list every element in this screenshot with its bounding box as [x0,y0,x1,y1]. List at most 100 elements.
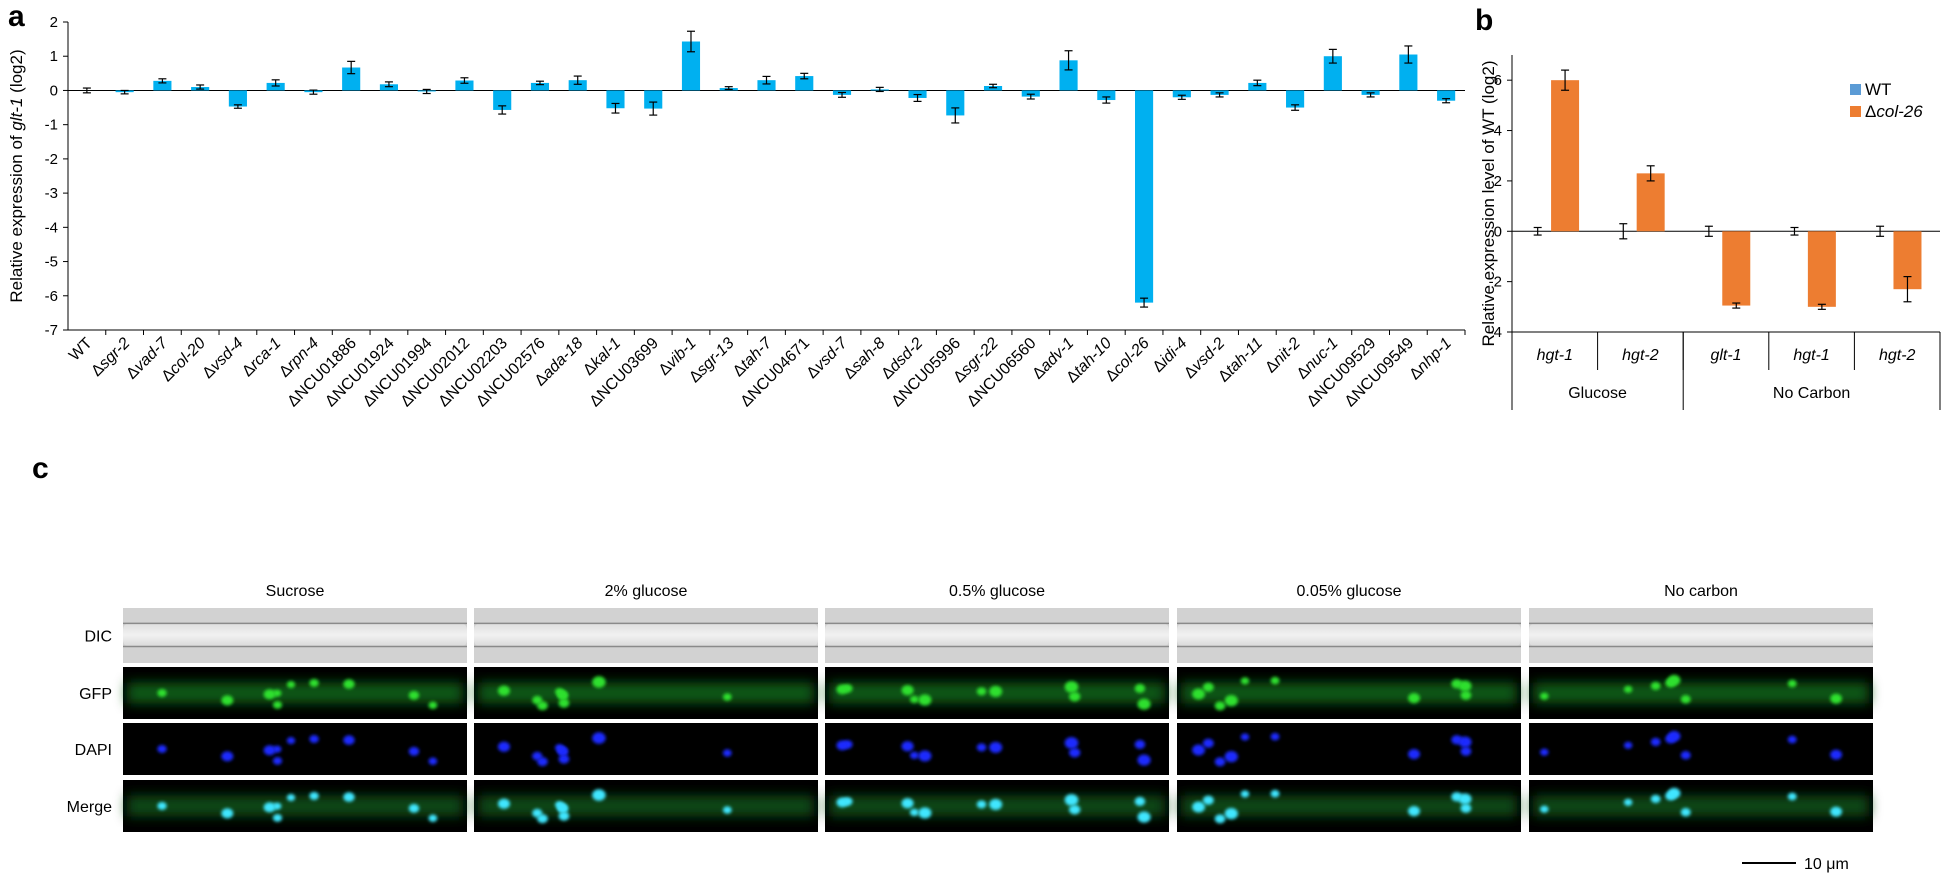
panel-label-a: a [8,0,25,33]
error-bar [1442,98,1451,104]
condition-title: 2% glucose [605,583,688,600]
micrograph-gfp [825,667,1169,719]
error-bar [1732,302,1741,309]
error-bar [498,105,507,115]
legend-label: Δcol-26 [1865,102,1923,121]
x-tick-label: Δsah-8 [841,335,889,383]
error-bar [1026,93,1035,100]
bar [757,80,776,91]
error-bar [1064,50,1073,71]
micrograph-merge [123,780,467,832]
y-tick-label: 2 [1494,173,1502,190]
micrograph-dapi [1529,723,1873,775]
error-bar [82,87,91,94]
error-bar [1140,297,1149,308]
error-bar [1102,96,1111,104]
y-tick-label: 2 [50,14,58,31]
bar [1286,90,1305,108]
bar [568,80,587,91]
y-tick-label: -1 [45,117,58,134]
micrograph-dapi [474,723,818,775]
micrograph-gfp [474,667,818,719]
chart-a: 2 1 0 -1 -2 -3 -4 -5 -6 -7 Relative expression of … [7,14,1466,410]
error-bar [384,81,393,88]
channel-label: DAPI [75,742,112,759]
micrograph-merge [1529,780,1873,832]
bar [493,90,512,110]
y-tick-label: -4 [45,219,58,236]
micrograph-dapi [1177,723,1521,775]
micrograph-gfp [1177,667,1521,719]
bar [644,90,663,109]
error-bar [1404,45,1413,64]
x-tick-label: hgt-2 [1879,347,1916,364]
condition-title: 0.05% glucose [1297,583,1402,600]
bar [946,90,965,116]
condition-title: No carbon [1664,583,1738,600]
error-bar [989,83,998,89]
micrograph-merge [474,780,818,832]
micrograph-dic [1529,608,1873,663]
y-tick-label: 0 [1494,223,1502,240]
error-bar [1291,104,1300,111]
y-tick-label: -2 [45,151,58,168]
error-bar [1561,69,1570,91]
error-bar [838,91,847,98]
bar [530,82,550,91]
bar [379,84,398,91]
bar [153,80,172,91]
error-bar [1876,225,1885,237]
micrograph-gfp [123,667,467,719]
bar [1097,90,1116,101]
error-bar [1215,92,1224,98]
micrograph-dic [123,608,467,663]
error-bar [573,75,582,85]
x-tick-label: hgt-2 [1622,347,1659,364]
bar [1437,90,1456,101]
condition-title: 0.5% glucose [949,583,1045,600]
x-tick-label: Δnhp-1 [1406,335,1455,384]
panel-label-c: c [32,452,49,485]
bar [266,82,285,91]
bar [1135,90,1154,303]
micrograph-gfp [1529,667,1873,719]
error-bar [1790,226,1799,236]
error-bar [535,80,544,86]
error-bar [611,102,620,114]
micrograph-panel: Sucrose 2% glucose 0.5% glucose 0.05% gluco… [67,583,1873,873]
scale-bar-label: 10 μm [1804,856,1849,873]
channel-label: DIC [84,629,112,646]
bar [228,90,247,107]
bar [1172,90,1191,98]
error-bar [158,78,167,84]
y-tick-label: 0 [50,82,58,99]
x-tick-label: hgt-1 [1793,347,1829,364]
bar [1248,82,1267,91]
error-bar [1533,226,1542,236]
error-bar [233,104,242,109]
error-bar [649,101,658,116]
bar [1323,56,1342,91]
panel-label-b: b [1475,4,1493,37]
micrograph-dapi [123,723,467,775]
error-bar [875,86,884,93]
legend-swatch [1850,84,1861,95]
y-tick-label: 4 [1494,123,1502,140]
channel-label: GFP [79,686,112,703]
channel-label: Merge [67,799,112,816]
y-tick-label: -2 [1489,274,1502,291]
error-bar [120,89,129,95]
x-tick-label: Δrca-1 [239,335,284,380]
x-tick-label: glt-1 [1710,347,1741,364]
error-bar [1646,165,1655,182]
legend-swatch [1850,106,1861,117]
bar [795,76,814,91]
bar-col26 [1807,231,1836,307]
error-bar [422,88,431,95]
y-tick-label: -5 [45,254,58,271]
micrograph-dic [1177,608,1521,663]
error-bar [724,86,733,91]
y-tick-label: 6 [1494,72,1502,89]
